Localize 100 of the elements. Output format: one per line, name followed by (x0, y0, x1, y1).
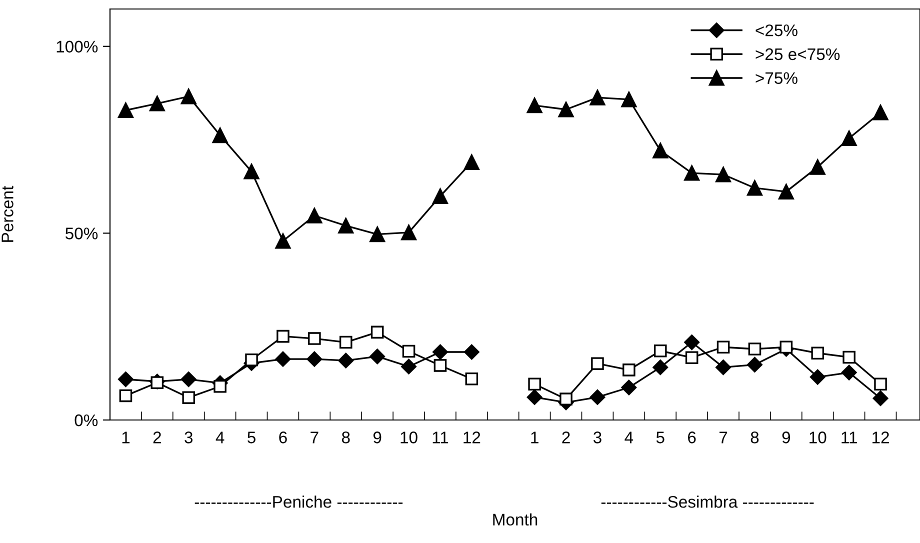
point (778, 184, 794, 200)
point (716, 360, 731, 376)
x-tick-label: 4 (216, 432, 224, 444)
x-tick-label: 4 (624, 432, 634, 444)
point (275, 233, 291, 249)
point (370, 226, 386, 242)
x-tick-label: 8 (750, 432, 759, 444)
point (180, 372, 196, 387)
x-tick-label: 11 (432, 432, 448, 444)
point (464, 154, 480, 170)
point (872, 104, 888, 120)
point (558, 102, 574, 118)
point (622, 364, 636, 376)
point (401, 358, 416, 374)
point (276, 330, 290, 343)
legend-label: >25 e<75% (756, 48, 840, 60)
point (400, 224, 417, 240)
point (652, 360, 668, 376)
text: ------------Sesimbra ------------- (601, 496, 814, 508)
x-tick-label: 5 (656, 432, 664, 444)
point (245, 353, 258, 366)
x-tick-label: 8 (342, 432, 350, 444)
point (526, 98, 542, 114)
x-tick-label: 3 (184, 432, 193, 444)
point (465, 372, 478, 386)
point (654, 344, 667, 358)
x-tick-label: 9 (782, 432, 790, 444)
point (810, 369, 826, 385)
point (214, 380, 226, 393)
point (621, 92, 637, 108)
point (212, 128, 228, 144)
point (434, 359, 447, 372)
point (684, 334, 700, 350)
point (118, 102, 134, 118)
point (244, 164, 260, 180)
x-tick-label: 1 (531, 432, 538, 444)
point (432, 188, 448, 204)
point (528, 378, 541, 391)
point (526, 390, 542, 405)
point (339, 336, 352, 349)
point (150, 376, 164, 390)
point (119, 389, 132, 402)
point (560, 392, 572, 406)
x-tick-label: 6 (279, 432, 287, 444)
point (841, 364, 857, 380)
point (338, 352, 354, 368)
x-tick-label: 11 (842, 432, 857, 444)
point (780, 340, 793, 354)
point (338, 218, 354, 234)
point (746, 180, 763, 196)
point (590, 390, 606, 405)
x-tick-label: 1 (122, 432, 130, 444)
point (747, 356, 762, 372)
x-tick-label: 9 (373, 432, 382, 444)
x-tick-label: 10 (810, 432, 826, 444)
point (370, 348, 386, 364)
x-tick-label: 12 (872, 432, 889, 444)
point (810, 159, 826, 175)
point (652, 142, 668, 158)
point (590, 90, 606, 106)
point (842, 350, 856, 364)
point (118, 372, 134, 387)
point (432, 344, 448, 360)
y-axis-title: Percent (2, 186, 14, 242)
point (748, 342, 762, 356)
point (464, 344, 480, 360)
y-tick-label: 100% (56, 40, 98, 53)
x-tick-label: 2 (153, 432, 161, 444)
point (306, 208, 322, 224)
x-tick-label: 7 (310, 432, 318, 444)
text: --------------Peniche ------------ (194, 496, 403, 508)
point (621, 380, 637, 396)
point (180, 88, 196, 104)
point (591, 357, 604, 370)
point (716, 340, 730, 354)
point (684, 165, 700, 181)
point (308, 332, 321, 345)
point (306, 351, 322, 367)
x-tick-label: 2 (562, 432, 570, 444)
point (370, 326, 384, 339)
x-tick-label: 10 (400, 432, 418, 444)
y-tick-label: 0% (74, 414, 98, 426)
point (841, 130, 857, 146)
point (275, 351, 291, 367)
x-tick-label: 7 (719, 432, 728, 444)
point (149, 96, 165, 112)
point (715, 166, 732, 182)
x-axis-title: Month (493, 513, 538, 526)
point (402, 344, 416, 358)
legend-label: >75% (756, 72, 798, 84)
point (872, 390, 888, 406)
x-tick-label: 12 (464, 432, 480, 444)
point (685, 351, 698, 364)
x-tick-label: 6 (688, 432, 696, 444)
point (811, 346, 824, 360)
point (874, 378, 887, 391)
legend-label: <25% (756, 24, 798, 36)
point (182, 391, 196, 404)
x-tick-label: 5 (248, 432, 256, 444)
y-tick-label: 50% (66, 228, 98, 240)
